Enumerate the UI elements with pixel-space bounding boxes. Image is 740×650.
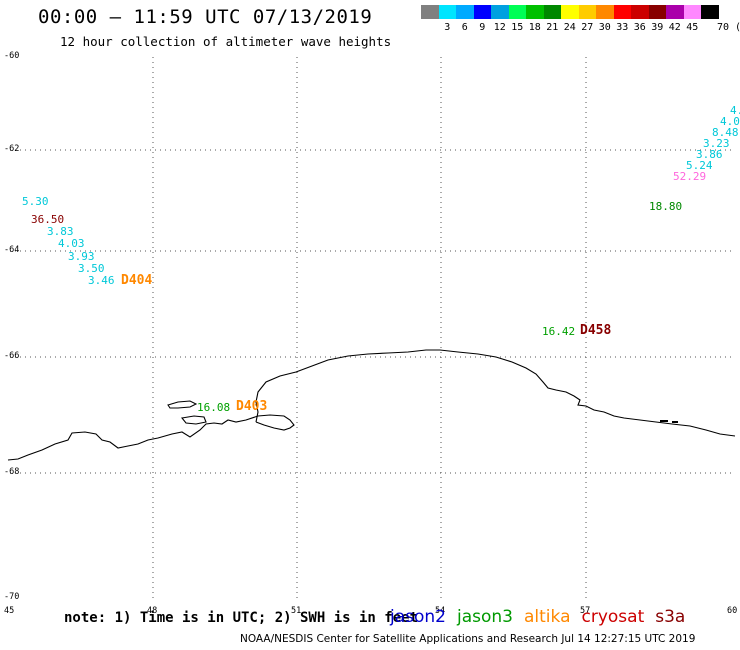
lon-label: 51 <box>291 606 302 616</box>
wave-height-value: 5.30 <box>22 195 49 208</box>
graticule <box>10 57 735 600</box>
pass-label: D458 <box>580 323 612 338</box>
color-scale-label: 42 <box>668 22 681 33</box>
color-scale-swatch <box>666 5 684 19</box>
color-scale-label: 27 <box>581 22 594 33</box>
color-scale-swatch <box>456 5 474 19</box>
lon-label: 60 <box>727 606 738 616</box>
color-scale-swatch <box>438 5 456 19</box>
color-scale-swatch <box>421 5 439 19</box>
pass-label: D403 <box>236 399 268 414</box>
wave-height-value: 36.50 <box>31 213 65 226</box>
lon-label: 48 <box>147 606 158 616</box>
color-scale-swatch <box>648 5 666 19</box>
coastline <box>7 349 736 461</box>
color-scale-swatch <box>473 5 491 19</box>
wave-height-value: 4.03 <box>58 237 85 250</box>
color-scale-units: 70 (ft) <box>717 22 740 33</box>
lon-label: 57 <box>580 606 591 616</box>
color-scale-swatch <box>491 5 509 19</box>
pass-label: D404 <box>121 273 153 288</box>
footnote: note: 1) Time is in UTC; 2) SWH is in fe… <box>64 610 419 626</box>
map-title: 00:00 – 11:59 UTC 07/13/2019 <box>38 6 373 28</box>
wave-height-value: 5.24 <box>686 159 713 172</box>
color-scale-label: 24 <box>563 22 576 33</box>
lat-label: -68 <box>4 467 20 477</box>
color-scale-swatch <box>596 5 614 19</box>
lat-label: -60 <box>4 51 20 61</box>
color-scale-label: 12 <box>493 22 506 33</box>
satellite-s3a-label: s3a <box>655 607 686 627</box>
wave-height-value: 4. <box>730 104 740 117</box>
lat-label: -62 <box>4 144 20 154</box>
satellite-jason2-label: jason2 <box>390 607 446 627</box>
color-scale-label: 30 <box>598 22 611 33</box>
wave-height-value: 3.50 <box>78 262 105 275</box>
color-scale-label: 9 <box>479 22 486 33</box>
wave-height-value: 3.93 <box>68 250 95 263</box>
wave-height-value: 16.08 <box>197 401 231 414</box>
wave-height-value: 3.23 <box>703 137 730 150</box>
wave-height-value: 3.83 <box>47 225 74 238</box>
color-scale-swatch <box>561 5 579 19</box>
color-scale-swatch <box>526 5 544 19</box>
color-scale-label: 36 <box>633 22 646 33</box>
wave-height-value: 3.46 <box>88 274 115 287</box>
wave-height-value: 8.48 <box>712 126 739 139</box>
lon-label: 45 <box>4 606 15 616</box>
wave-height-value: 16.42 <box>542 325 576 338</box>
lat-label: -70 <box>4 592 20 602</box>
satellite-cryosat-label: cryosat <box>581 607 645 627</box>
color-scale-label: 33 <box>616 22 629 33</box>
color-scale-swatch <box>631 5 649 19</box>
wave-height-color-scale <box>421 5 719 19</box>
color-scale-label: 15 <box>511 22 524 33</box>
wave-height-value: 52.29 <box>673 170 707 183</box>
wave-height-value: 4.07 <box>720 115 740 128</box>
wave-height-value: 18.80 <box>649 200 683 213</box>
color-scale-label: 21 <box>546 22 559 33</box>
color-scale-swatch <box>683 5 701 19</box>
lat-label: -64 <box>4 245 20 255</box>
color-scale-labels: 3 6 9 12 15 18 21 24 27 30 33 36 39 42 45 <box>421 22 740 36</box>
color-scale-swatch <box>578 5 596 19</box>
color-scale-label: 39 <box>651 22 664 33</box>
color-scale-swatch <box>701 5 719 19</box>
color-scale-swatch <box>613 5 631 19</box>
satellite-jason3-label: jason3 <box>457 607 513 627</box>
lon-label: 54 <box>435 606 446 616</box>
color-scale-swatch <box>543 5 561 19</box>
lat-label: -66 <box>4 351 20 361</box>
color-scale-label: 6 <box>461 22 468 33</box>
map-subtitle: 12 hour collection of altimeter wave hei… <box>60 34 392 49</box>
color-scale-label: 45 <box>686 22 699 33</box>
color-scale-swatch <box>508 5 526 19</box>
credit-line: NOAA/NESDIS Center for Satellite Applica… <box>240 633 696 645</box>
satellite-legend: jason2 jason3 altika cryosat s3a <box>390 607 696 627</box>
color-scale-label: 18 <box>528 22 541 33</box>
color-scale-label: 3 <box>444 22 451 33</box>
satellite-altika-label: altika <box>524 607 571 627</box>
wave-height-value: 3.86 <box>696 148 723 161</box>
